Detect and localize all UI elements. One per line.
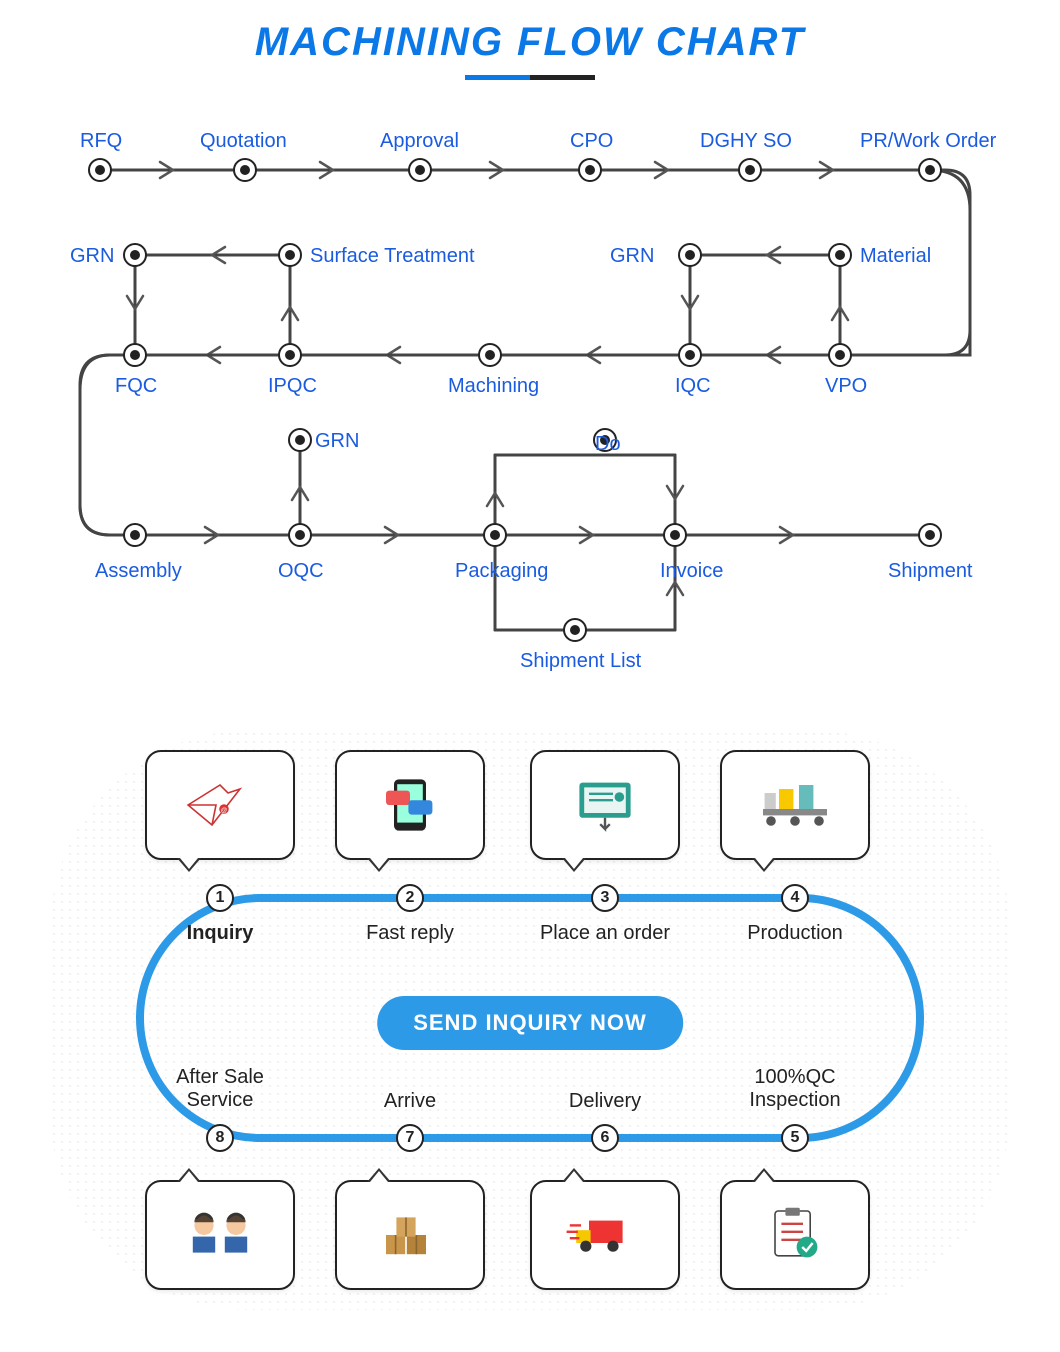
flow-node-vpo: VPO <box>825 375 867 398</box>
process-loop: SEND INQUIRY NOW @1 Inquiry 2 Fast reply 3 Pl… <box>50 730 1010 1310</box>
step-label-7: Arrive <box>320 1090 500 1113</box>
step-number-7: 7 <box>396 1124 424 1152</box>
flow-node-packaging: Packaging <box>455 560 548 583</box>
process-card-2 <box>335 750 485 860</box>
flow-node-invoice: Invoice <box>660 560 723 583</box>
support-icon <box>180 1200 260 1270</box>
card-pointer <box>367 1168 391 1182</box>
chat-icon <box>370 770 450 840</box>
step-label-5: 100%QCInspection <box>705 1066 885 1112</box>
flow-node-prwo: PR/Work Order <box>860 130 996 153</box>
card-pointer <box>367 858 391 872</box>
step-number-6: 6 <box>591 1124 619 1152</box>
flow-node-material: Material <box>860 245 931 268</box>
flow-node-approval: Approval <box>380 130 459 153</box>
flow-node-do: Do <box>595 433 621 456</box>
step-label-4: Production <box>705 922 885 945</box>
step-number-8: 8 <box>206 1124 234 1152</box>
mail-icon: @ <box>180 770 260 840</box>
process-card-5 <box>720 1180 870 1290</box>
flow-node-fqc: FQC <box>115 375 157 398</box>
flow-node-grn3: GRN <box>315 430 359 453</box>
card-pointer <box>177 858 201 872</box>
flow-node-grn1: GRN <box>70 245 114 268</box>
send-inquiry-button[interactable]: SEND INQUIRY NOW <box>377 996 683 1050</box>
step-label-3: Place an order <box>515 922 695 945</box>
step-number-4: 4 <box>781 884 809 912</box>
process-card-7 <box>335 1180 485 1290</box>
order-icon <box>565 770 645 840</box>
flow-node-oqc: OQC <box>278 560 324 583</box>
flow-node-dghyso: DGHY SO <box>700 130 792 153</box>
flow-node-shiplist: Shipment List <box>520 650 641 673</box>
flow-node-grn2: GRN <box>610 245 654 268</box>
underline-seg-black <box>530 75 595 80</box>
process-card-1: @ <box>145 750 295 860</box>
flow-node-shipment: Shipment <box>888 560 973 583</box>
page-title: MACHINING FLOW CHART <box>0 0 1060 65</box>
flowchart: RFQ Quotation Approval CPO DGHY SO PR/Work Or… <box>50 110 1010 670</box>
process-card-6 <box>530 1180 680 1290</box>
title-underline <box>0 75 1060 80</box>
flow-node-cpo: CPO <box>570 130 613 153</box>
flow-node-rfq: RFQ <box>80 130 122 153</box>
step-number-1: 1 <box>206 884 234 912</box>
flow-node-iqc: IQC <box>675 375 711 398</box>
card-pointer <box>752 1168 776 1182</box>
step-number-2: 2 <box>396 884 424 912</box>
step-label-8: After SaleService <box>130 1066 310 1112</box>
underline-seg-blue <box>465 75 530 80</box>
flow-node-ipqc: IPQC <box>268 375 317 398</box>
truck-icon <box>565 1200 645 1270</box>
process-card-4 <box>720 750 870 860</box>
flow-node-surface: Surface Treatment <box>310 245 475 268</box>
step-label-1: Inquiry <box>130 922 310 945</box>
step-number-3: 3 <box>591 884 619 912</box>
flow-node-machining: Machining <box>448 375 539 398</box>
step-label-6: Delivery <box>515 1090 695 1113</box>
card-pointer <box>562 858 586 872</box>
flow-node-assembly: Assembly <box>95 560 182 583</box>
checklist-icon <box>755 1200 835 1270</box>
process-card-3 <box>530 750 680 860</box>
flow-node-quotation: Quotation <box>200 130 287 153</box>
factory-icon <box>755 770 835 840</box>
svg-text:@: @ <box>221 807 228 814</box>
card-pointer <box>752 858 776 872</box>
step-label-2: Fast reply <box>320 922 500 945</box>
card-pointer <box>562 1168 586 1182</box>
step-number-5: 5 <box>781 1124 809 1152</box>
process-card-8 <box>145 1180 295 1290</box>
boxes-icon <box>370 1200 450 1270</box>
card-pointer <box>177 1168 201 1182</box>
